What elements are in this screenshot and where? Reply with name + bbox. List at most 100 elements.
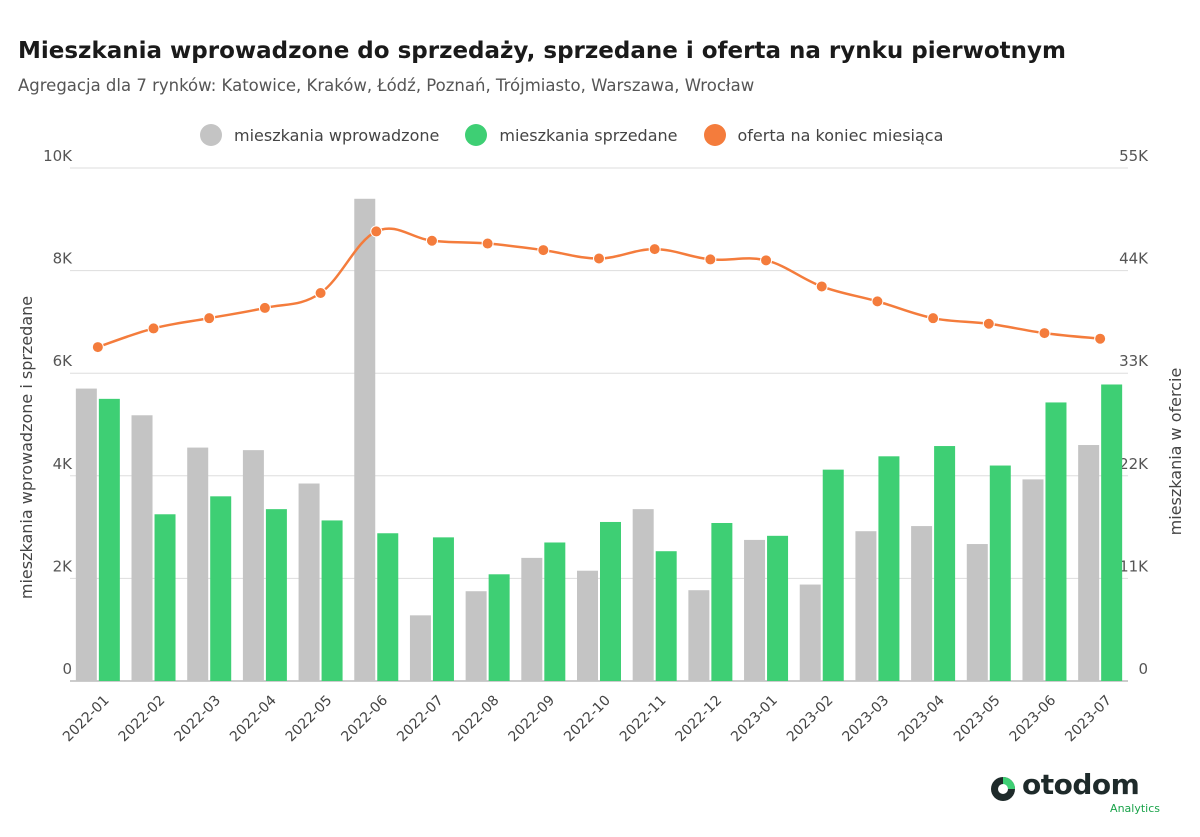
bar-sold [989,465,1011,681]
offer-point [760,254,773,267]
bar-introduced [688,590,710,681]
bar-introduced [298,483,320,681]
offer-point [314,286,327,299]
y-right-tick-label: 0 [1138,660,1148,678]
bar-introduced [521,557,543,681]
bar-sold [544,542,566,681]
x-tick-label: 2022-12 [673,693,726,746]
bar-sold [1045,402,1067,681]
logo-wordmark: otodom [1022,768,1140,801]
y-right-tick-label: 55K [1119,147,1149,165]
bar-introduced [911,526,933,681]
bar-sold [655,551,677,681]
legend-item-introduced: mieszkania wprowadzone [200,124,439,146]
legend-swatch-offer [703,124,726,146]
x-tick-label: 2022-07 [394,693,447,746]
bar-introduced [187,447,209,681]
x-tick-label: 2022-01 [60,693,113,746]
x-tick-label: 2022-03 [171,693,224,746]
offer-point [258,301,271,314]
offer-point [815,280,828,293]
y-left-tick-label: 10K [43,147,73,165]
chart-subtitle: Agregacja dla 7 rynków: Katowice, Kraków… [18,76,755,95]
bar-introduced [744,539,766,681]
x-tick-label: 2022-11 [617,693,670,746]
x-tick-label: 2023-07 [1062,693,1115,746]
bar-introduced [242,450,264,681]
bar-sold [154,514,176,681]
legend-swatch-sold [465,124,488,146]
x-tick-label: 2023-01 [728,693,781,746]
legend-item-offer: oferta na koniec miesiąca [703,124,944,146]
bar-introduced [409,615,431,681]
x-tick-label: 2023-05 [951,693,1004,746]
y-left-tick-label: 2K [53,557,74,575]
y-right-tick-label: 22K [1119,455,1149,473]
y-right-axis-label: mieszkania w ofercie [1166,368,1185,536]
offer-point [425,234,438,247]
bar-introduced [632,509,654,681]
x-tick-label: 2022-08 [450,693,503,746]
legend-swatch-introduced [200,124,222,146]
x-tick-label: 2022-10 [561,693,614,746]
y-left-axis-label: mieszkania wprowadzone i sprzedane [17,296,36,599]
y-left-tick-label: 8K [53,250,74,268]
offer-point [593,252,605,265]
y-left-tick-label: 4K [53,455,74,473]
offer-point [704,253,717,266]
bar-introduced [131,415,153,681]
offer-point [370,225,383,238]
offer-point [871,295,884,308]
x-tick-label: 2022-09 [505,693,558,746]
x-tick-label: 2022-06 [338,692,391,745]
bar-sold [98,398,120,681]
bar-sold [822,469,844,681]
bar-introduced [855,531,877,681]
bar-sold [488,574,510,681]
x-tick-label: 2023-03 [840,693,893,746]
chart-title: Mieszkania wprowadzone do sprzedaży, spr… [18,38,1066,64]
bar-introduced [354,198,376,681]
bar-sold [321,520,343,681]
bar-introduced [75,388,97,681]
bar-sold [1101,384,1123,681]
bar-introduced [966,544,988,681]
offer-point [203,312,216,325]
x-tick-label: 2023-06 [1007,692,1060,745]
offer-point [982,317,995,330]
bar-sold [210,496,232,681]
legend-label-introduced: mieszkania wprowadzone [234,125,440,145]
legend-label-offer: oferta na koniec miesiąca [737,125,944,145]
bar-sold [711,522,733,681]
bar-introduced [577,570,598,681]
bar-sold [377,533,399,681]
bar-sold [265,509,287,681]
bar-sold [878,456,900,681]
x-tick-label: 2023-02 [784,693,837,746]
bar-sold [767,535,789,681]
x-tick-label: 2022-04 [227,692,280,745]
offer-point [1094,332,1107,345]
bar-introduced [1078,445,1100,681]
offer-point [91,341,104,354]
y-right-tick-label: 33K [1119,352,1149,370]
x-tick-label: 2022-02 [116,693,169,746]
offer-point [927,312,940,325]
y-right-tick-label: 11K [1119,557,1149,575]
y-right-tick-label: 44K [1119,250,1149,268]
offer-point [648,243,661,256]
y-left-tick-label: 6K [53,352,74,370]
offer-line [97,227,1101,349]
bar-sold [600,521,621,681]
legend-item-sold: mieszkania sprzedane [465,124,678,146]
bar-introduced [465,591,487,681]
offer-point [147,322,160,335]
bar-introduced [799,584,821,681]
y-left-tick-label: 0 [62,660,72,678]
x-tick-label: 2023-04 [895,692,948,745]
offer-point [1038,327,1051,340]
otodom-logo: otodom Analytics [990,768,1160,822]
logo-subtitle: Analytics [1110,802,1160,815]
otodom-logo-icon [991,777,1015,801]
